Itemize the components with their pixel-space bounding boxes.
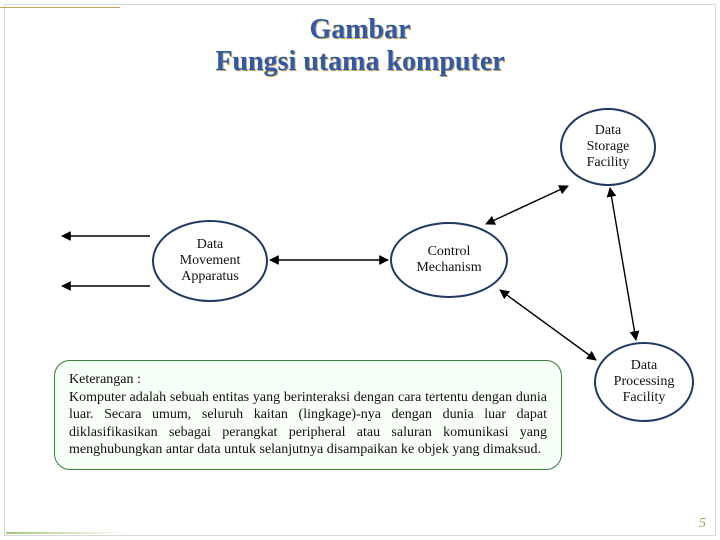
node-label: DataProcessingFacility [614,358,675,406]
node-data-movement: DataMovementApparatus [152,220,268,302]
node-control-mechanism: ControlMechanism [390,222,508,298]
node-data-processing: DataProcessingFacility [594,342,694,422]
node-label: ControlMechanism [416,244,481,276]
page-number: 5 [699,516,706,532]
node-label: DataMovementApparatus [180,237,241,285]
node-label: DataStorageFacility [587,123,630,171]
description-box: Keterangan :Komputer adalah sebuah entit… [54,360,562,470]
diagram-canvas: DataStorageFacility DataMovementApparatu… [0,0,720,540]
node-data-storage: DataStorageFacility [560,108,656,186]
description-text: Keterangan :Komputer adalah sebuah entit… [69,372,547,457]
